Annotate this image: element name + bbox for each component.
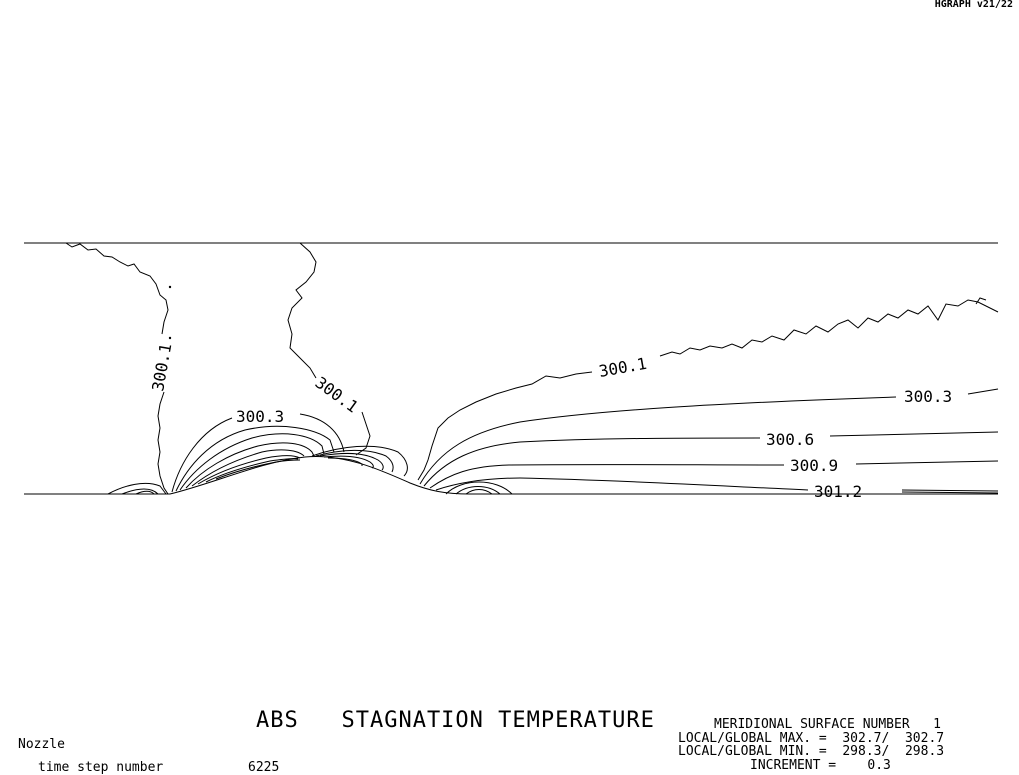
contour-line [355, 411, 371, 456]
contour-line [419, 396, 897, 485]
contour-line [319, 452, 384, 471]
contour-line [423, 437, 761, 487]
time-step-value: 6225 [248, 760, 280, 775]
contour-line [323, 455, 374, 469]
contour-line [205, 458, 299, 483]
contour-line [901, 491, 999, 494]
meridional-surface-info: MERIDIONAL SURFACE NUMBER 1 [714, 717, 941, 732]
time-step-label: time step number [38, 760, 164, 775]
contour-label: 301.2 [814, 482, 862, 501]
contour-line [327, 457, 363, 466]
case-name: Nozzle [18, 737, 65, 752]
lower-wall-with-bump [24, 455, 998, 495]
contour-line [967, 388, 999, 395]
contour-line [179, 433, 325, 491]
contour-line [435, 477, 809, 491]
contour-line [417, 371, 593, 481]
contour-label: 300.1 [597, 354, 648, 381]
contour-line [121, 488, 159, 495]
contour-label: 300.1 [312, 373, 362, 417]
contour-line [429, 464, 785, 489]
contour-label: 300.6 [766, 430, 814, 449]
contour-increment: INCREMENT = 0.3 [750, 758, 891, 773]
contour-line [855, 460, 999, 465]
contour-label: 300.9 [790, 456, 838, 475]
contour-line [197, 455, 301, 485]
local-global-min: LOCAL/GLOBAL MIN. = 298.3/ 298.3 [678, 744, 945, 759]
plot-title: ABS STAGNATION TEMPERATURE [256, 708, 655, 733]
contour-line [829, 431, 999, 437]
contour-line [185, 442, 315, 489]
program-version: HGRAPH v21/22 [934, 0, 1013, 10]
contour-line [135, 490, 155, 495]
contour-dot [168, 336, 172, 340]
contour-line [157, 391, 169, 495]
contour-line [65, 242, 169, 335]
contour-line [315, 449, 394, 473]
contour-line [311, 445, 408, 477]
contour-label: 300.3 [904, 387, 952, 406]
contour-line [175, 425, 335, 492]
contour-line [445, 481, 513, 495]
contour-line [107, 482, 167, 495]
contour-line [215, 459, 301, 480]
contour-line [287, 242, 317, 379]
contour-line [191, 449, 305, 487]
contour-line [171, 413, 345, 493]
contour-line [455, 486, 501, 495]
contour-label: 300.1 [148, 342, 175, 393]
local-global-max: LOCAL/GLOBAL MAX. = 302.7/ 302.7 [678, 731, 945, 746]
contour-label: 300.3 [236, 407, 284, 426]
contour-dot [168, 285, 172, 289]
contour-line [659, 297, 999, 357]
contour-line [465, 489, 493, 495]
contour-line [901, 489, 999, 492]
